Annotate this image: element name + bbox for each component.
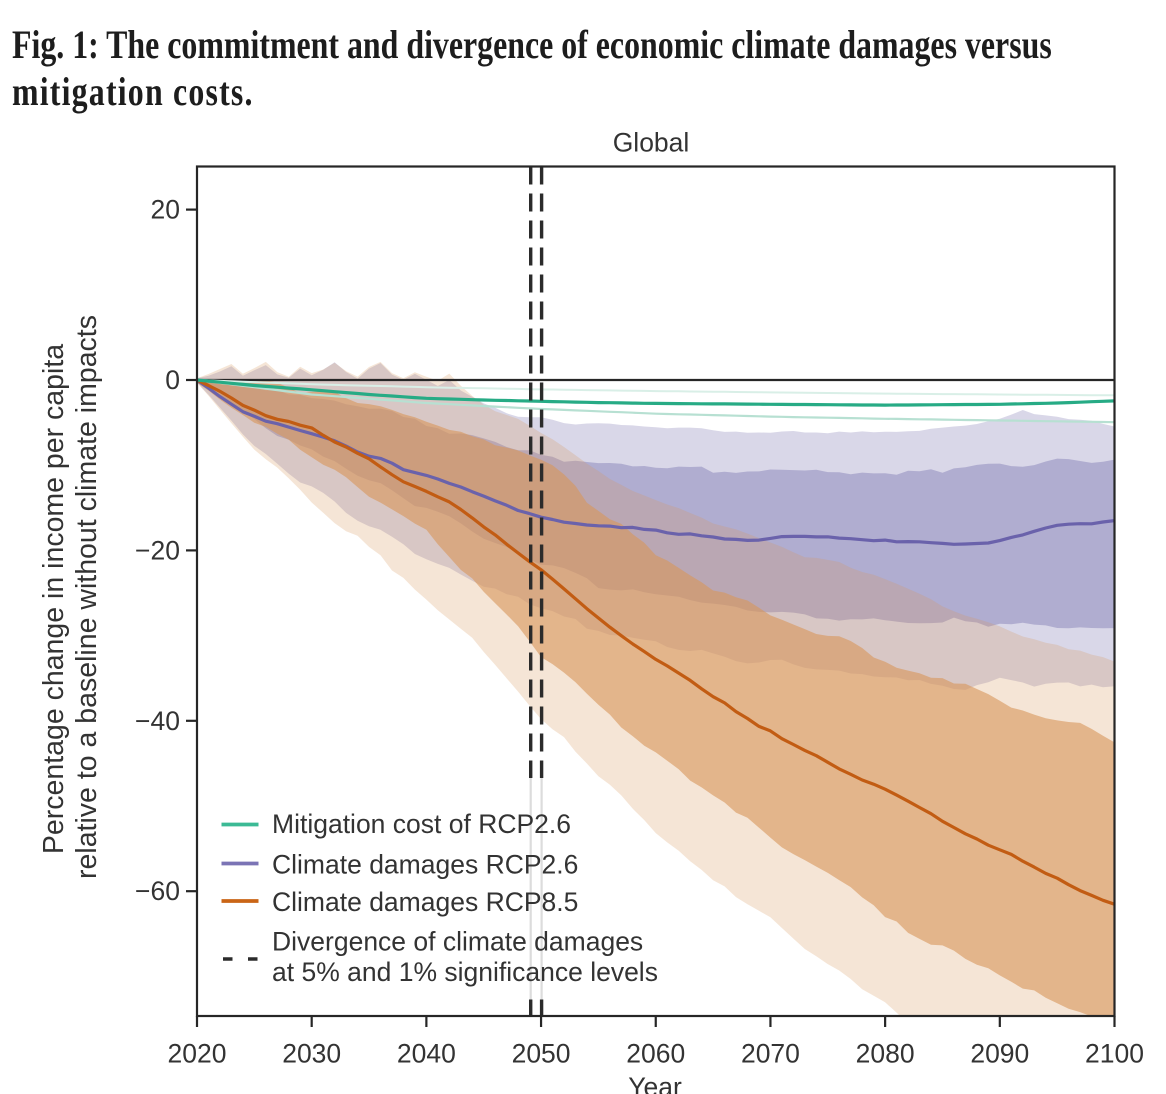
svg-text:Climate damages RCP8.5: Climate damages RCP8.5 — [272, 887, 578, 917]
svg-text:2060: 2060 — [626, 1039, 685, 1069]
svg-text:−20: −20 — [135, 535, 180, 565]
svg-text:relative to a baseline without: relative to a baseline without climate i… — [71, 315, 103, 879]
svg-text:0: 0 — [165, 365, 180, 395]
svg-text:Percentage change in income pe: Percentage change in income per capita — [38, 344, 70, 854]
svg-text:2100: 2100 — [1085, 1039, 1144, 1069]
svg-text:Year: Year — [628, 1072, 682, 1094]
svg-text:2090: 2090 — [970, 1039, 1029, 1069]
svg-text:2030: 2030 — [282, 1039, 341, 1069]
svg-text:2080: 2080 — [856, 1039, 915, 1069]
svg-text:2070: 2070 — [741, 1039, 800, 1069]
svg-text:−60: −60 — [135, 876, 180, 906]
svg-text:Global: Global — [613, 128, 690, 158]
svg-text:Divergence of climate damages: Divergence of climate damages — [272, 927, 643, 957]
svg-text:20: 20 — [151, 195, 180, 225]
svg-text:at 5% and 1% significance leve: at 5% and 1% significance levels — [272, 957, 658, 987]
svg-text:2040: 2040 — [397, 1039, 456, 1069]
svg-text:2020: 2020 — [168, 1039, 227, 1069]
svg-text:Climate damages RCP2.6: Climate damages RCP2.6 — [272, 850, 578, 880]
svg-text:2050: 2050 — [512, 1039, 571, 1069]
svg-text:−40: −40 — [135, 706, 180, 736]
svg-text:Mitigation cost of RCP2.6: Mitigation cost of RCP2.6 — [272, 809, 571, 839]
